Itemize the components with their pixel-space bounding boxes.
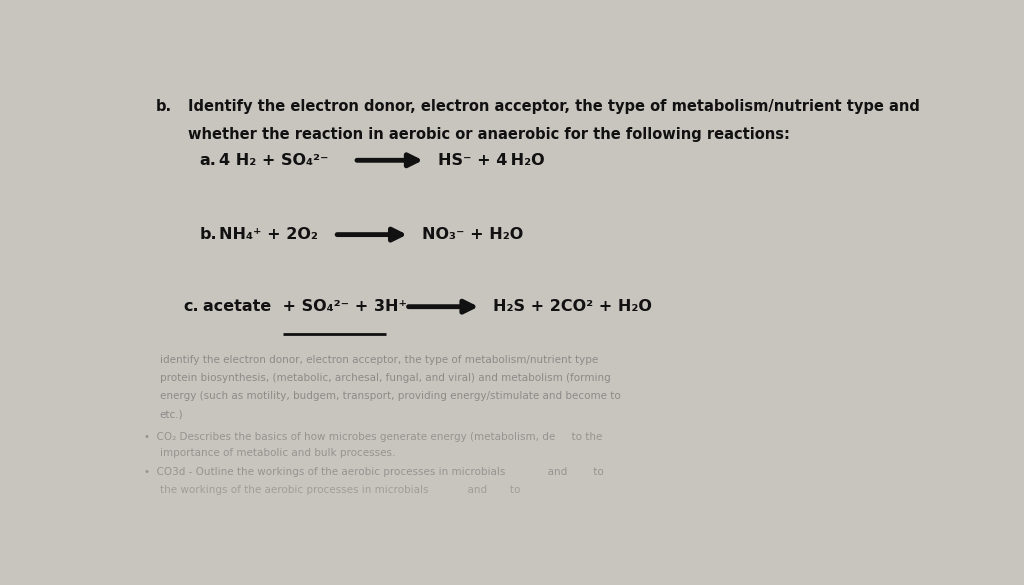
Text: whether the reaction in aerobic or anaerobic for the following reactions:: whether the reaction in aerobic or anaer… bbox=[187, 126, 790, 142]
Text: HS⁻ + 4 H₂O: HS⁻ + 4 H₂O bbox=[437, 153, 544, 168]
Text: etc.): etc.) bbox=[160, 410, 183, 419]
Text: c.: c. bbox=[183, 299, 200, 314]
Text: •  CO3d - Outline the workings of the aerobic processes in microbials           : • CO3d - Outline the workings of the aer… bbox=[143, 466, 603, 477]
Text: identify the electron donor, electron acceptor, the type of metabolism/nutrient : identify the electron donor, electron ac… bbox=[160, 355, 598, 365]
Text: energy (such as motility, budgem, transport, providing energy/stimulate and beco: energy (such as motility, budgem, transp… bbox=[160, 391, 621, 401]
Text: NH₄⁺ + 2O₂: NH₄⁺ + 2O₂ bbox=[219, 227, 318, 242]
Text: a.: a. bbox=[200, 153, 216, 168]
Text: Identify the electron donor, electron acceptor, the type of metabolism/nutrient : Identify the electron donor, electron ac… bbox=[187, 99, 920, 115]
Text: acetate  + SO₄²⁻ + 3H⁺: acetate + SO₄²⁻ + 3H⁺ bbox=[204, 299, 408, 314]
Text: 4 H₂ + SO₄²⁻: 4 H₂ + SO₄²⁻ bbox=[219, 153, 329, 168]
Text: NO₃⁻ + H₂O: NO₃⁻ + H₂O bbox=[422, 227, 523, 242]
Text: H₂S + 2CO² + H₂O: H₂S + 2CO² + H₂O bbox=[494, 299, 652, 314]
Text: b.: b. bbox=[156, 99, 172, 115]
Text: •  CO₂ Describes the basics of how microbes generate energy (metabolism, de     : • CO₂ Describes the basics of how microb… bbox=[143, 432, 602, 442]
Text: importance of metabolic and bulk processes.: importance of metabolic and bulk process… bbox=[160, 449, 395, 459]
Text: the workings of the aerobic processes in microbials            and       to: the workings of the aerobic processes in… bbox=[160, 484, 520, 494]
Text: b.: b. bbox=[200, 227, 217, 242]
Text: protein biosynthesis, (metabolic, archesal, fungal, and viral) and metabolism (f: protein biosynthesis, (metabolic, arches… bbox=[160, 373, 610, 383]
